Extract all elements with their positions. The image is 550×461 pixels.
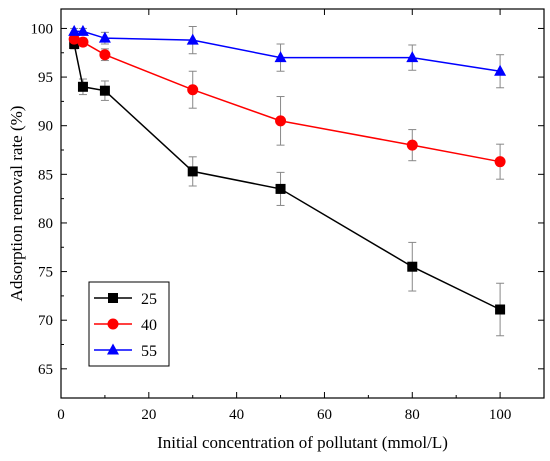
y-tick-label: 80 [38,216,53,232]
data-point-25 [77,81,88,92]
data-point-40 [187,84,199,96]
data-point-40 [406,139,418,151]
marker-layer [68,24,507,315]
y-tick-label: 70 [38,313,53,329]
data-point-55 [274,51,287,63]
data-point-40 [99,49,111,61]
series-line-55 [74,30,501,72]
x-tick-label: 20 [141,407,156,423]
data-point-25 [99,85,110,96]
y-tick-label: 65 [38,362,53,378]
legend: 25 40 55 [88,281,170,367]
plot-frame [60,8,545,399]
legend-label-40: 40 [141,317,157,334]
data-point-55 [494,64,507,76]
data-point-55 [98,31,111,43]
data-point-55 [76,24,89,36]
axis-tick-layer: 0 20 40 60 80 100 65 70 75 80 85 90 95 100 [31,9,544,423]
x-tick-label: 60 [317,407,332,423]
legend-label-25: 25 [141,291,157,308]
x-axis-title: Initial concentration of pollutant (mmol… [157,433,448,452]
y-tick-label: 85 [38,167,53,183]
x-tick-label: 100 [489,407,512,423]
data-point-25 [275,183,286,194]
y-tick-label: 95 [38,70,53,86]
data-point-40 [77,36,89,48]
data-point-55 [68,24,81,36]
data-point-40 [68,33,80,45]
x-tick-label: 40 [229,407,244,423]
y-axis-title: Adsorption removal rate (%) [7,106,26,302]
data-point-25 [407,261,418,272]
series-line-25 [73,43,501,311]
legend-marker-25 [108,293,118,303]
data-point-25 [495,304,506,315]
x-tick-label: 0 [57,407,65,423]
y-tick-label: 90 [38,119,53,135]
series-line-layer [73,30,501,311]
legend-marker-40 [107,318,119,330]
data-point-40 [275,115,287,127]
y-tick-label: 75 [38,265,53,281]
legend-marker-55 [107,343,119,355]
data-point-55 [186,33,199,45]
x-tick-label: 80 [405,407,420,423]
data-point-40 [494,156,506,168]
data-point-55 [406,51,419,63]
legend-label-55: 55 [141,343,157,360]
data-point-25 [187,166,198,177]
y-tick-label: 100 [31,21,54,37]
